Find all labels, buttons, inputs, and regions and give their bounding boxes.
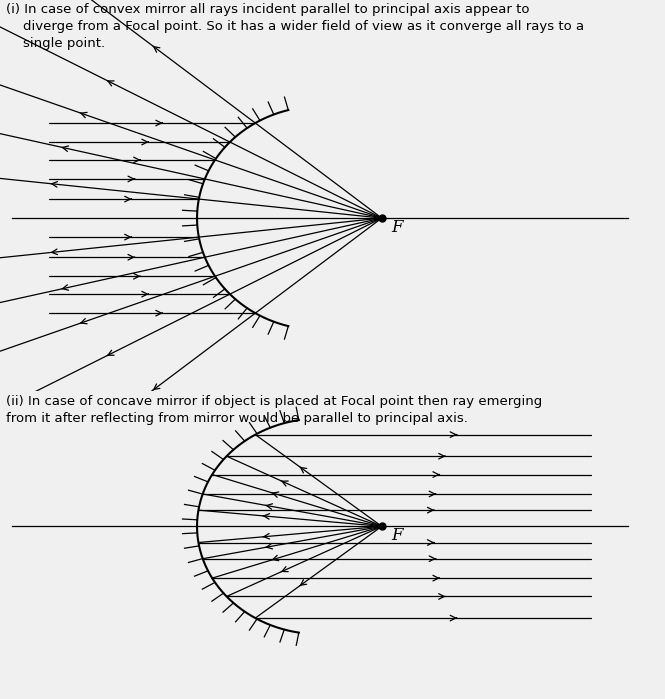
- Text: F: F: [392, 527, 403, 545]
- Text: (ii) In case of concave mirror if object is placed at Focal point then ray emerg: (ii) In case of concave mirror if object…: [6, 395, 543, 425]
- Text: (i) In case of convex mirror all rays incident parallel to principal axis appear: (i) In case of convex mirror all rays in…: [6, 3, 585, 50]
- Text: F: F: [392, 219, 403, 236]
